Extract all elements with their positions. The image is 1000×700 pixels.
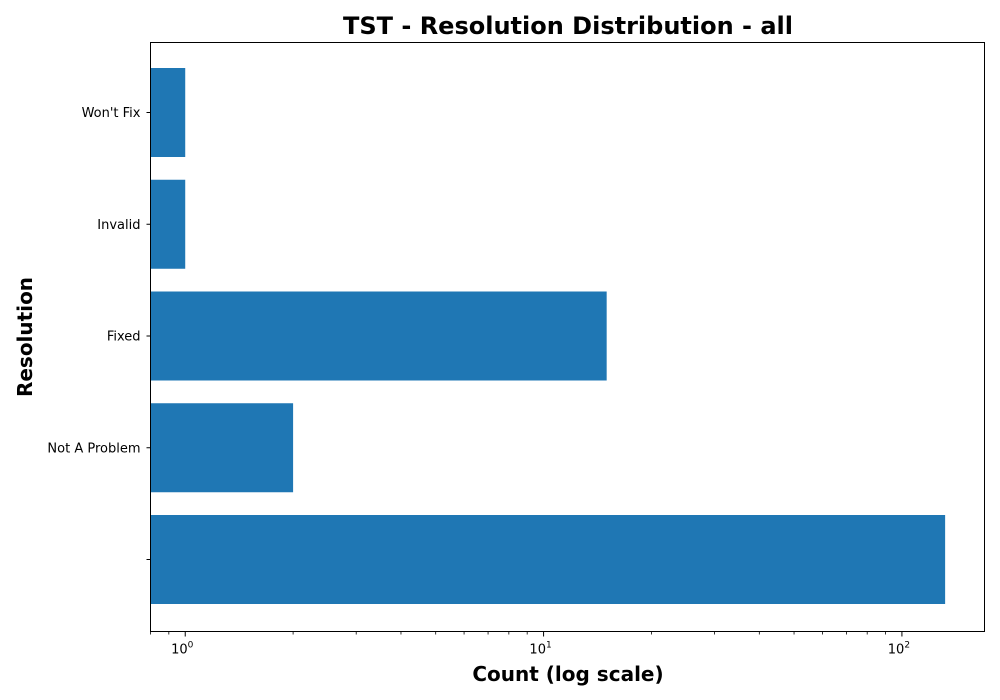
bar-2	[150, 291, 607, 381]
plot-frame	[150, 42, 985, 632]
bar-4	[150, 68, 186, 157]
x-axis-minor-ticks	[150, 631, 886, 635]
bar-0	[150, 515, 946, 604]
y-tick-label-4: Won't Fix	[82, 106, 141, 121]
y-tick-label-3: Invalid	[97, 218, 140, 233]
x-axis-label: Count (log scale)	[472, 662, 663, 686]
y-tick-label-1: Not A Problem	[47, 441, 140, 456]
chart-title: TST - Resolution Distribution - all	[343, 12, 793, 40]
y-axis-label: Resolution	[13, 277, 37, 397]
x-tick-label-2: 102	[888, 641, 910, 658]
bar-3	[150, 179, 186, 269]
x-axis-ticks: 100 101 102	[171, 631, 910, 658]
x-tick-label-0: 100	[171, 641, 194, 658]
y-axis-ticks: Not A Problem Fixed Invalid Won't Fix	[47, 106, 151, 560]
bars-group	[150, 68, 946, 604]
y-tick-label-2: Fixed	[107, 330, 141, 345]
x-tick-label-1: 101	[529, 641, 551, 658]
bar-1	[150, 403, 294, 493]
